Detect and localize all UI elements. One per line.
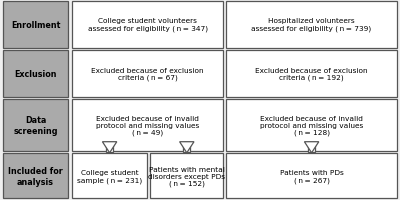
Text: Excluded because of exclusion
criteria ( n = 192): Excluded because of exclusion criteria (… [255,67,368,81]
Bar [3,154,68,198]
Bar [150,154,223,198]
Text: Data
screening: Data screening [13,116,58,135]
Text: Enrollment: Enrollment [11,21,60,29]
Text: Excluded because of invalid
protocol and missing values
( n = 49): Excluded because of invalid protocol and… [96,115,200,136]
Bar [226,100,397,151]
Bar [72,100,223,151]
Polygon shape [102,142,117,153]
Bar [72,2,223,48]
Text: Excluded because of exclusion
criteria ( n = 67): Excluded because of exclusion criteria (… [92,67,204,81]
Bar [3,2,68,48]
Polygon shape [304,142,319,153]
Text: Exclusion: Exclusion [14,70,57,78]
Bar [72,51,223,97]
Bar [72,154,147,198]
Text: College student volunteers
assessed for eligibility ( n = 347): College student volunteers assessed for … [88,18,208,32]
Bar [3,51,68,97]
Text: Excluded because of invalid
protocol and missing values
( n = 128): Excluded because of invalid protocol and… [260,115,363,136]
Text: Patients with PDs
( n = 267): Patients with PDs ( n = 267) [280,169,344,183]
Bar [226,51,397,97]
Bar [226,2,397,48]
Text: Patients with mental
disorders except PDs
( n = 152): Patients with mental disorders except PD… [148,166,225,186]
Bar [226,154,397,198]
Bar [106,142,113,152]
Polygon shape [180,142,194,153]
Bar [3,100,68,151]
Text: College student
sample ( n = 231): College student sample ( n = 231) [77,169,142,183]
Bar [183,142,190,152]
Text: Included for
analysis: Included for analysis [8,166,63,186]
Text: Hospitalized volunteers
assessed for eligibility ( n = 739): Hospitalized volunteers assessed for eli… [252,18,372,32]
Bar [308,142,315,152]
